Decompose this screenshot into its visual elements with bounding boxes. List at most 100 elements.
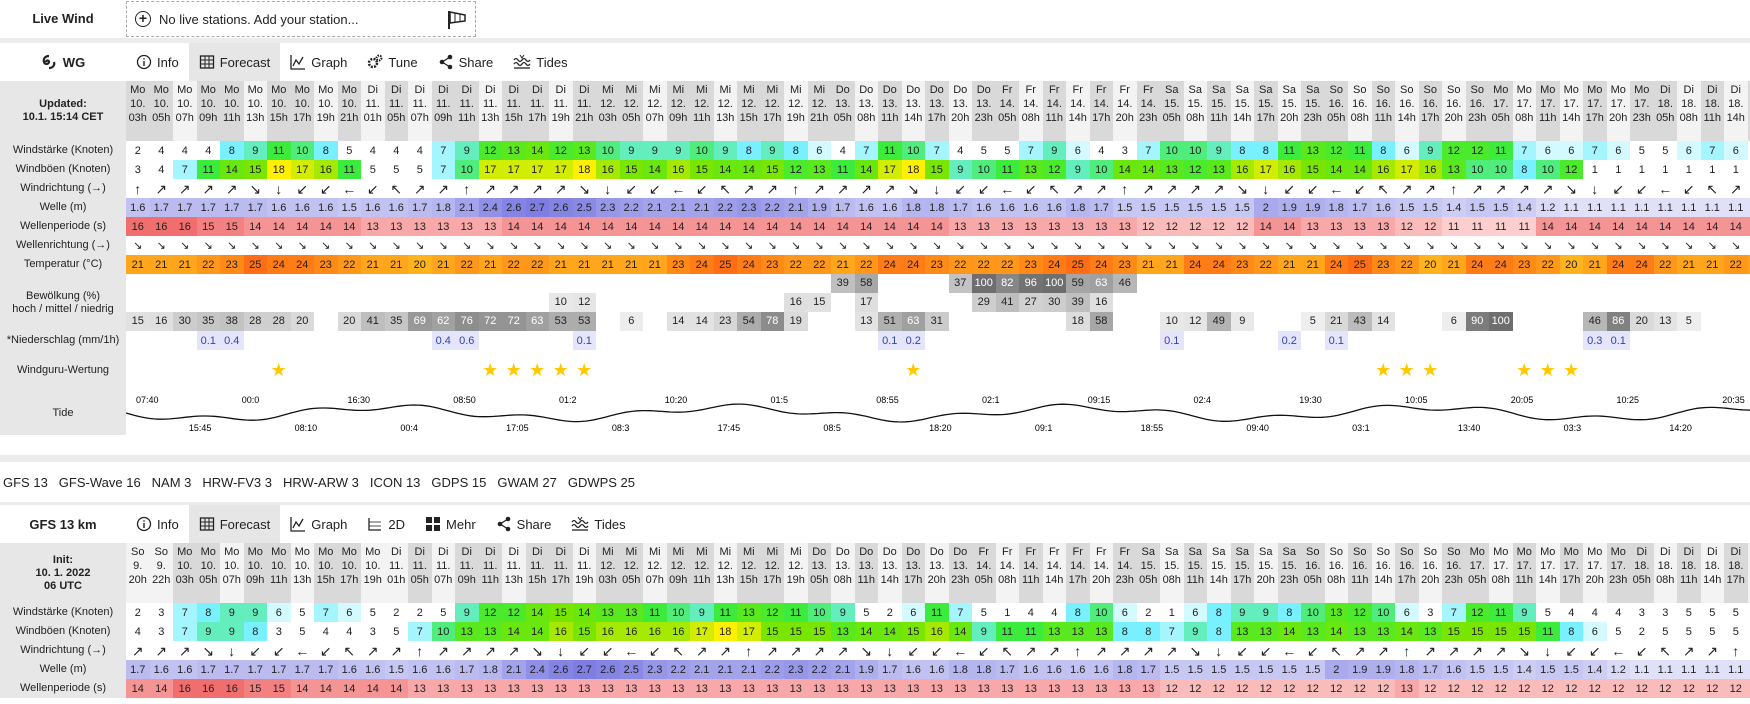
- tab-share[interactable]: Share: [428, 43, 504, 81]
- wind-speed-cell: 3: [149, 603, 173, 622]
- cloud-high-cell: [1442, 274, 1466, 293]
- date-header-cell: Di 11. 05h: [408, 543, 432, 603]
- cloud-high-cell: 100: [1042, 274, 1066, 293]
- model-link[interactable]: GFS-Wave 16: [58, 474, 141, 490]
- cloud-mid-cell: [1325, 293, 1349, 312]
- wave-period-cell: 15: [267, 679, 291, 698]
- wave-height-cell: 2.6: [502, 198, 526, 217]
- wind-speed-cell: 10: [1371, 603, 1395, 622]
- cloud-low-cell: [1278, 312, 1302, 331]
- cloud-high-cell: 59: [1066, 274, 1090, 293]
- wave-direction-arrow-icon: ↘: [1590, 240, 1600, 252]
- wave-height-cell: 1.1: [1747, 198, 1750, 217]
- wave-height-cell: 1.6: [408, 660, 432, 679]
- cloud-column: 41: [361, 274, 385, 331]
- wind-gust-cell: 5: [1724, 622, 1748, 641]
- wave-direction-arrow-icon: ↘: [1073, 240, 1083, 252]
- wave-period-cell: 14: [1277, 217, 1301, 236]
- wave-height-cell: 1.1: [1677, 198, 1701, 217]
- cloud-mid-cell: [1513, 293, 1537, 312]
- date-header-cell: Mo 10. 21h: [337, 81, 361, 141]
- tab-graph[interactable]: Graph: [280, 505, 357, 543]
- tab-info[interactable]: Info: [126, 43, 189, 81]
- cloud-low-cell: 35: [384, 312, 408, 331]
- tab-tides[interactable]: Tides: [561, 505, 635, 543]
- wind-direction-arrow-icon: ↗: [1400, 181, 1413, 197]
- wave-period-cell: 14: [267, 217, 291, 236]
- wave-height-cell: 1.7: [1089, 198, 1113, 217]
- wave-height-cell: 1.6: [878, 198, 902, 217]
- model-link[interactable]: HRW-ARW 3: [283, 474, 359, 490]
- wind-direction-arrow-icon: ↗: [1494, 181, 1507, 197]
- precipitation-cell: [925, 331, 949, 350]
- model-link[interactable]: NAM 3: [151, 474, 192, 490]
- wind-gust-cell: 1: [1724, 160, 1748, 179]
- date-header-cell: Do 13. 17h: [925, 81, 949, 141]
- cloud-mid-cell: [1372, 293, 1396, 312]
- wave-height-cell: 2.1: [831, 660, 855, 679]
- wave-direction-arrow-icon: ↘: [955, 240, 965, 252]
- wave-period-cell: 14: [314, 217, 338, 236]
- wave-direction-arrow-icon: ↘: [485, 240, 495, 252]
- wind-speed-cell: 6: [1536, 141, 1560, 160]
- model-link[interactable]: ICON 13: [369, 474, 421, 490]
- model-link[interactable]: GDWPS 25: [567, 474, 636, 490]
- wind-gust-cell: 13: [1207, 160, 1231, 179]
- wave-height-cell: 1.7: [1136, 660, 1160, 679]
- tab-info[interactable]: Info: [126, 505, 189, 543]
- cloud-column: 5: [1677, 274, 1701, 331]
- rating-star-icon: [1583, 350, 1607, 391]
- wind-speed-cell: 11: [1348, 141, 1372, 160]
- model-link[interactable]: GWAM 27: [497, 474, 557, 490]
- rating-star-icon: [1043, 350, 1067, 391]
- wave-direction-arrow-icon: ↘: [227, 240, 237, 252]
- cloud-column: 59 39 18: [1066, 274, 1090, 331]
- cloud-high-cell: 63: [1089, 274, 1113, 293]
- cloud-low-cell: 63: [525, 312, 549, 331]
- wind-direction-arrow-icon: ↖: [719, 181, 732, 197]
- wave-period-cell: 14: [337, 217, 361, 236]
- wave-period-cell: 12: [1371, 679, 1395, 698]
- wind-speed-cell: 7: [1700, 141, 1724, 160]
- wind-gust-cell: 2: [1630, 622, 1654, 641]
- tab-graph[interactable]: Graph: [280, 43, 357, 81]
- wave-height-cell: 1.2: [1606, 660, 1630, 679]
- temperature-cell: 20: [1418, 255, 1442, 274]
- wind-gust-cell: 1: [1677, 160, 1701, 179]
- cloud-high-cell: [596, 274, 620, 293]
- wind-gust-cell: 13: [1066, 622, 1090, 641]
- cloud-high-cell: [1724, 274, 1748, 293]
- date-header-cell: Fr 14. 08h: [995, 543, 1019, 603]
- model-link[interactable]: GDPS 15: [431, 474, 487, 490]
- wave-direction-arrow-icon: ↘: [1566, 240, 1576, 252]
- tab-2d[interactable]: 2D: [357, 505, 415, 543]
- date-header-cell: Fr 14. 14h: [1066, 81, 1090, 141]
- tab-mehr[interactable]: Mehr: [415, 505, 486, 543]
- wind-speed-cell: 4: [173, 141, 197, 160]
- tab-tides[interactable]: Tides: [503, 43, 577, 81]
- wave-period-cell: 12: [1724, 679, 1748, 698]
- wind-speed-cell: 8: [1230, 141, 1254, 160]
- tab-tune[interactable]: Tune: [357, 43, 427, 81]
- wind-direction-arrow-icon: ↑: [1074, 643, 1082, 659]
- cloud-column: 20: [337, 274, 361, 331]
- model-link[interactable]: HRW-FV3 3: [202, 474, 272, 490]
- date-header-cell: Mi 12. 09h: [666, 543, 690, 603]
- model-link[interactable]: GFS 13: [3, 474, 48, 490]
- wave-height-cell: 1.7: [831, 198, 855, 217]
- add-station-box[interactable]: + No live stations. Add your station...: [126, 1, 476, 37]
- temperature-cell: 25: [243, 255, 267, 274]
- wind-gust-cell: 10: [1536, 160, 1560, 179]
- date-header-cell: Di 18. 14h: [1724, 81, 1748, 141]
- tab-share[interactable]: Share: [486, 505, 562, 543]
- wave-height-cell: 1.8: [972, 660, 996, 679]
- tab-forecast[interactable]: Forecast: [188, 43, 281, 81]
- wind-gust-cell: 10: [1089, 160, 1113, 179]
- precipitation-cell: 0.1: [572, 331, 596, 350]
- wave-period-cell: 12: [1160, 217, 1184, 236]
- wind-direction-arrow-icon: ↓: [557, 643, 565, 659]
- wind-gust-cell: 13: [831, 622, 855, 641]
- wind-speed-cell: 12: [502, 603, 526, 622]
- rating-star-icon: [1607, 350, 1631, 391]
- tab-forecast[interactable]: Forecast: [188, 505, 281, 543]
